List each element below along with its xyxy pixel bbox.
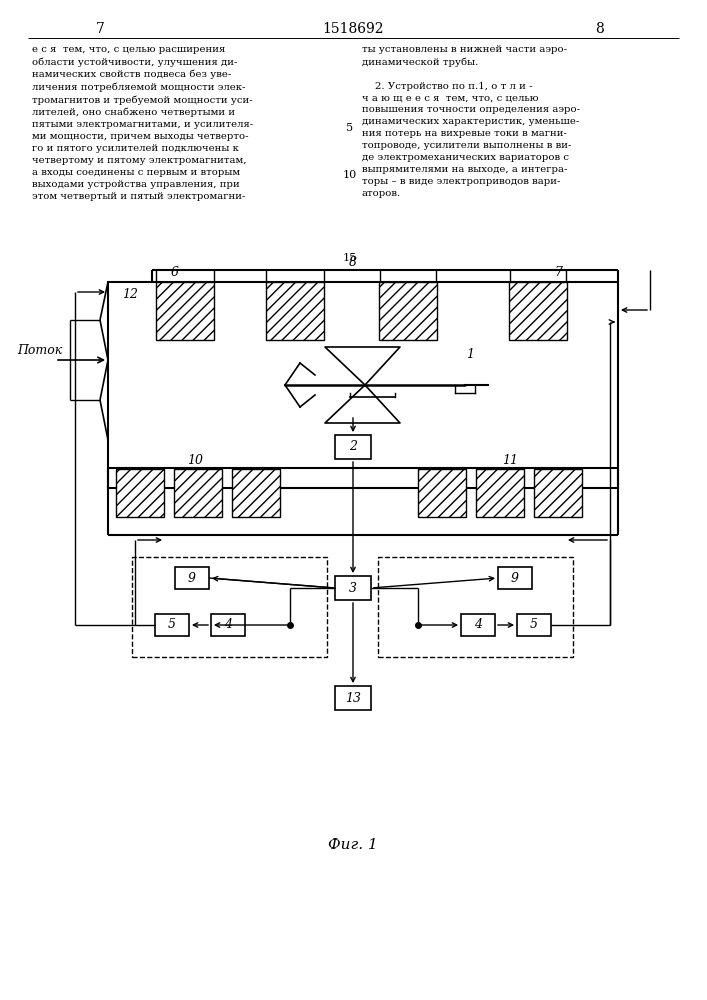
Text: 5: 5: [346, 123, 354, 133]
Text: 13: 13: [345, 692, 361, 704]
Text: 6: 6: [171, 266, 179, 279]
Text: 2: 2: [349, 440, 357, 454]
Text: 9: 9: [188, 572, 196, 584]
Bar: [335, 576, 371, 600]
Text: Поток: Поток: [18, 344, 63, 357]
Text: 5: 5: [530, 618, 538, 632]
Bar: [379, 282, 437, 340]
Bar: [211, 614, 245, 636]
Bar: [175, 567, 209, 589]
Bar: [461, 614, 495, 636]
Text: 15: 15: [343, 253, 357, 263]
Text: 9: 9: [511, 572, 519, 584]
Text: е с я  тем, что, с целью расширения
области устойчивости, улучшения ди-
намическ: е с я тем, что, с целью расширения облас…: [32, 45, 253, 201]
Bar: [534, 469, 582, 517]
Text: 8: 8: [349, 255, 357, 268]
Bar: [232, 469, 280, 517]
Text: 1518692: 1518692: [322, 22, 384, 36]
Text: 12: 12: [122, 288, 138, 302]
Text: 3: 3: [349, 582, 357, 594]
Bar: [155, 614, 189, 636]
Text: 4: 4: [224, 618, 232, 632]
Text: 7: 7: [554, 266, 562, 279]
Text: Фиг. 1: Фиг. 1: [328, 838, 378, 852]
Text: 10: 10: [187, 454, 203, 466]
Text: 10: 10: [343, 170, 357, 180]
Text: ты установлены в нижней части аэро-
динамической трубы.

    2. Устройство по п.: ты установлены в нижней части аэро- дина…: [362, 45, 580, 198]
Bar: [378, 557, 573, 657]
Text: 1: 1: [466, 349, 474, 361]
Bar: [116, 469, 164, 517]
Text: 5: 5: [168, 618, 176, 632]
Bar: [108, 282, 618, 488]
Text: 8: 8: [595, 22, 604, 36]
Bar: [418, 469, 466, 517]
Bar: [132, 557, 327, 657]
Bar: [517, 614, 551, 636]
Bar: [476, 469, 524, 517]
Text: 11: 11: [502, 454, 518, 466]
Text: 4: 4: [474, 618, 482, 632]
Bar: [509, 282, 567, 340]
Bar: [335, 686, 371, 710]
Bar: [335, 435, 371, 459]
Bar: [498, 567, 532, 589]
Bar: [156, 282, 214, 340]
Bar: [174, 469, 222, 517]
Bar: [266, 282, 324, 340]
Text: 7: 7: [95, 22, 105, 36]
